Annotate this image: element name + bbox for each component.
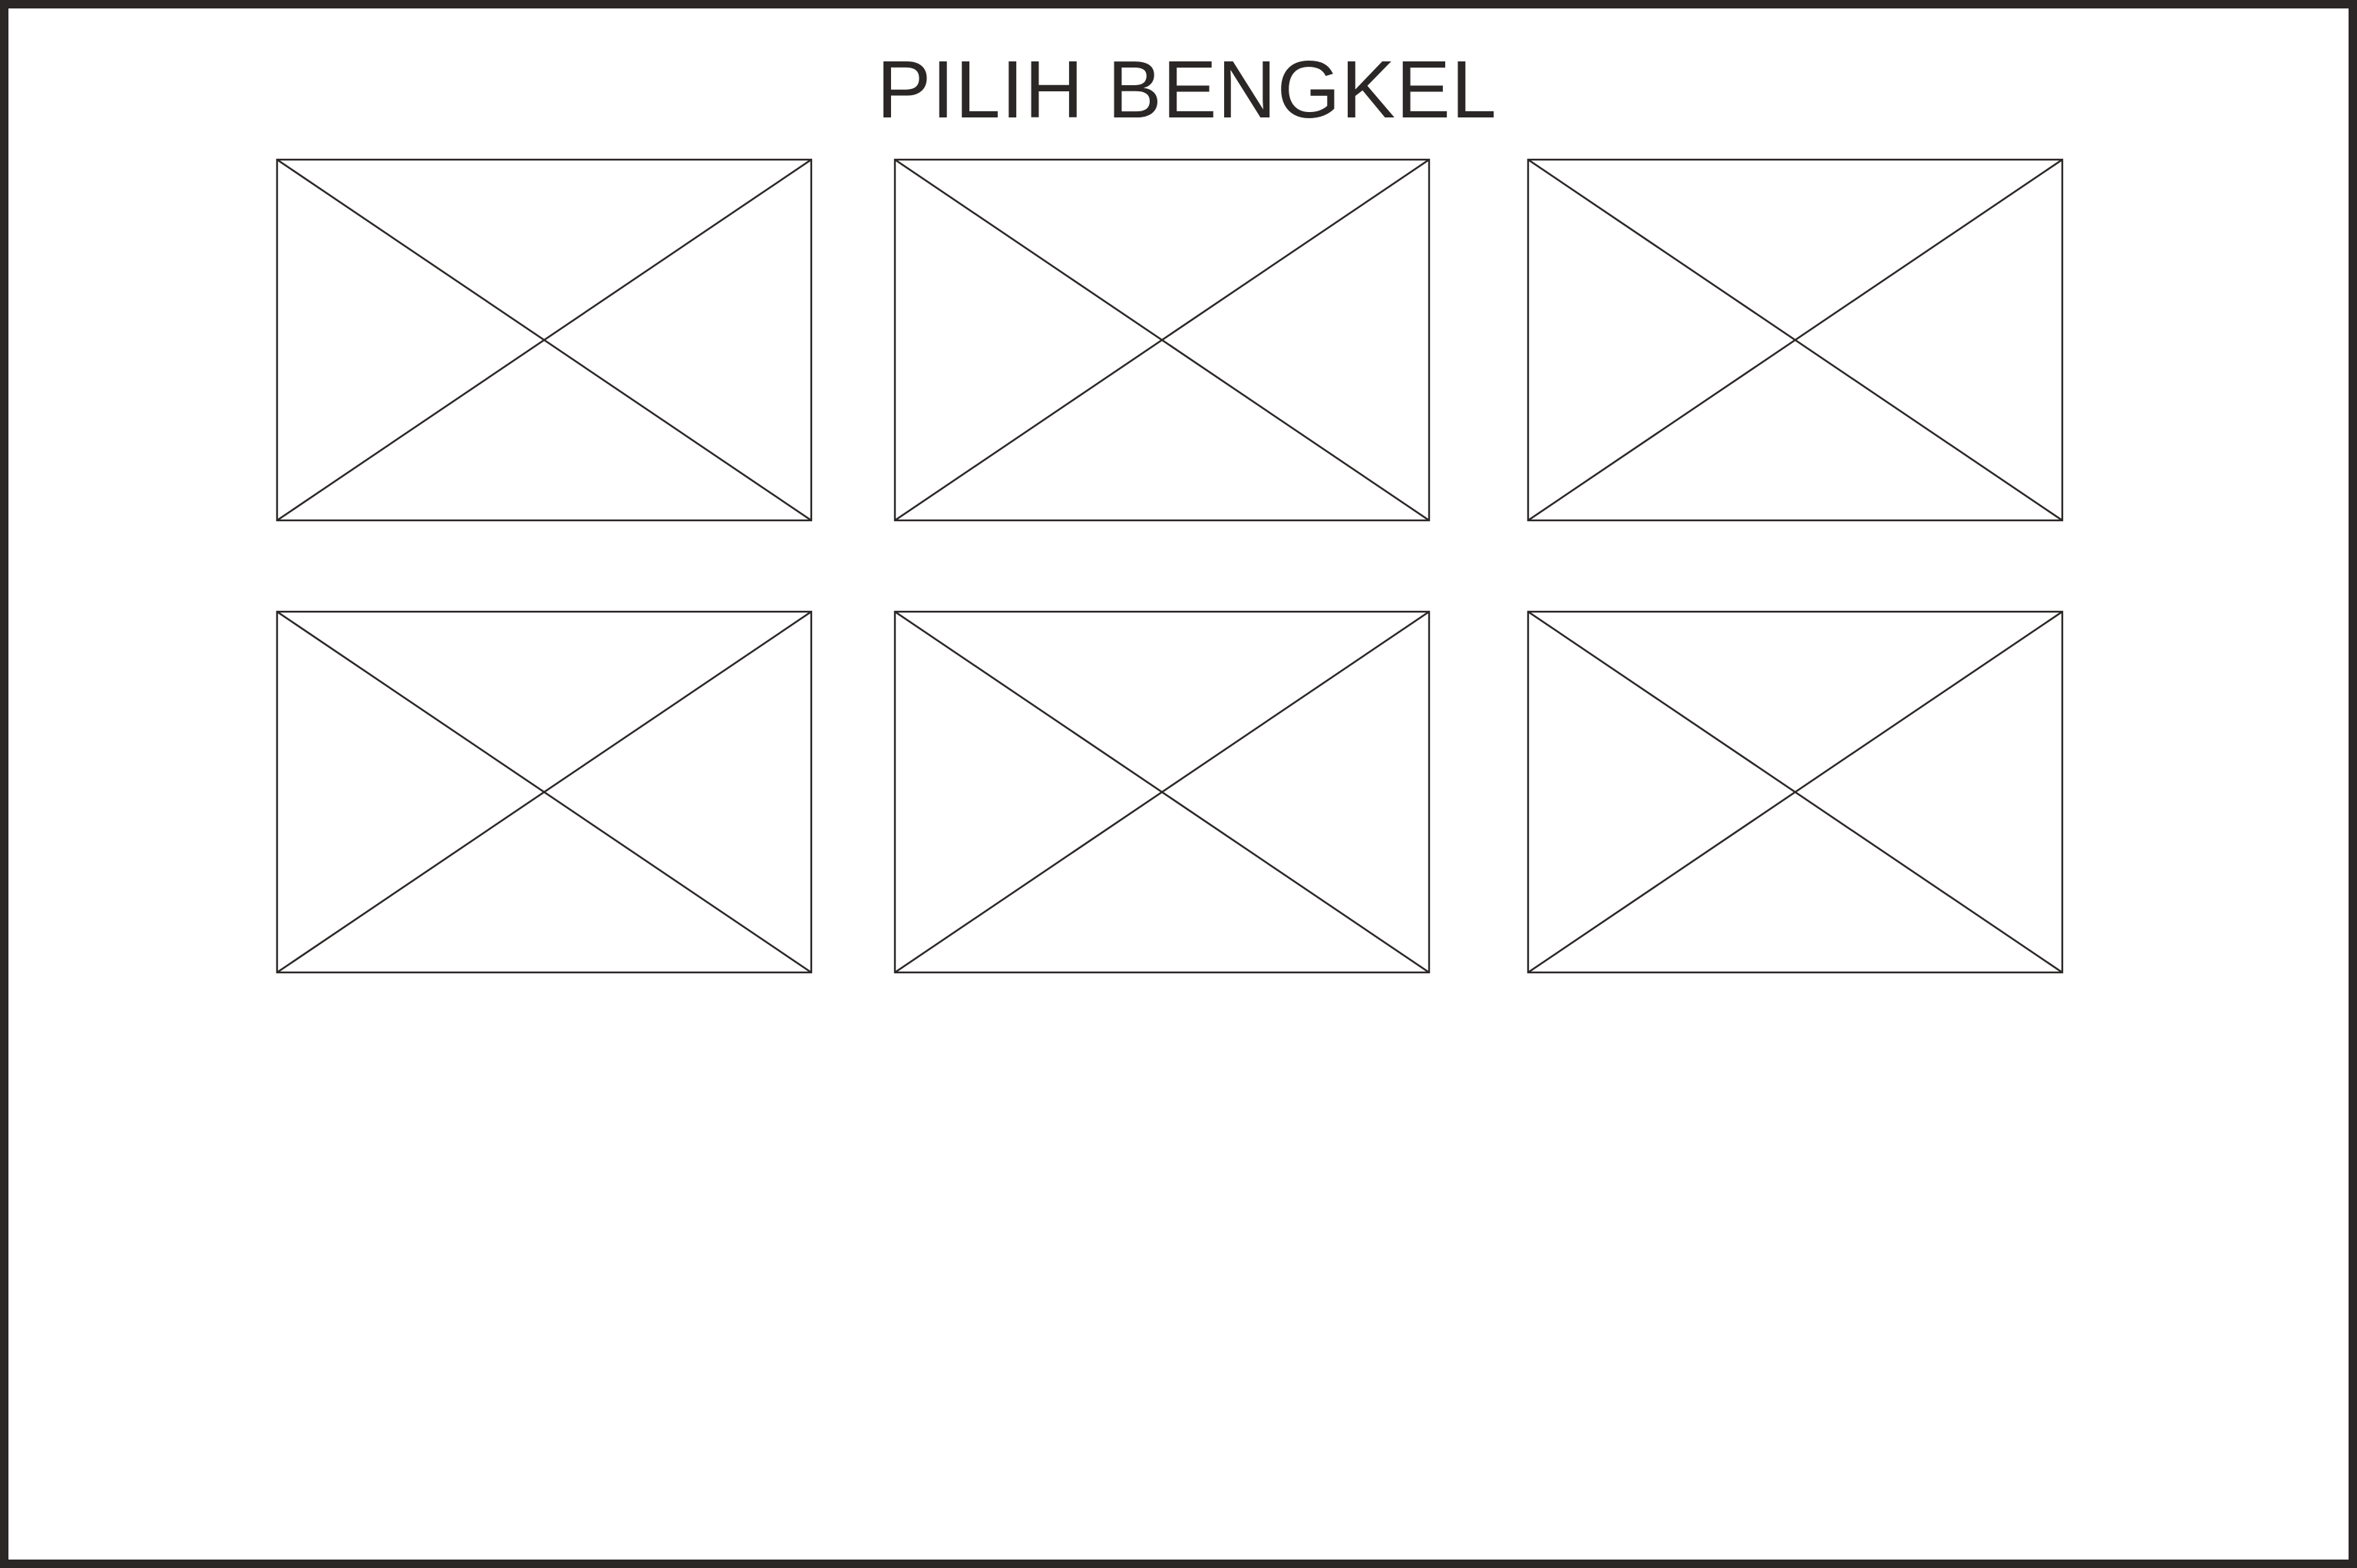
workshop-card-3[interactable] [1527, 158, 2064, 522]
workshop-card-1[interactable] [276, 158, 813, 522]
image-placeholder-icon [276, 158, 813, 522]
image-placeholder-icon [1527, 610, 2064, 974]
workshop-card-4[interactable] [276, 610, 813, 974]
page-title: PILIH BENGKEL [876, 45, 1497, 135]
workshop-card-6[interactable] [1527, 610, 2064, 974]
image-placeholder-icon [893, 610, 1431, 974]
workshop-card-5[interactable] [893, 610, 1431, 974]
image-placeholder-icon [276, 610, 813, 974]
workshop-card-2[interactable] [893, 158, 1431, 522]
image-placeholder-icon [1527, 158, 2064, 522]
image-placeholder-icon [893, 158, 1431, 522]
